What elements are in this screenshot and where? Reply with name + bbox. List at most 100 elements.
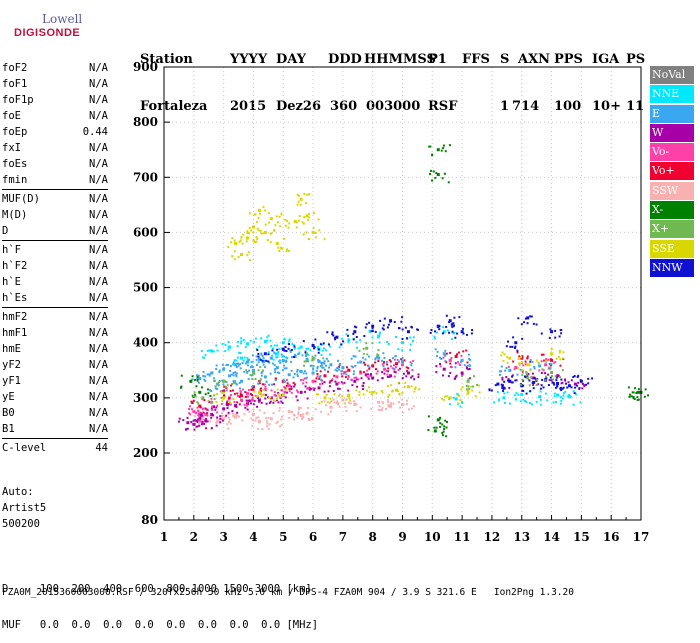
- data-point: [283, 380, 286, 383]
- data-point: [529, 315, 532, 318]
- data-point: [549, 367, 552, 370]
- data-point: [199, 413, 202, 416]
- data-point: [544, 359, 547, 362]
- data-point: [498, 370, 501, 373]
- data-point: [317, 393, 320, 396]
- data-point: [355, 410, 358, 413]
- data-point: [345, 398, 348, 401]
- x-tick-label: 1: [160, 530, 168, 544]
- data-point: [553, 383, 556, 386]
- data-point: [381, 391, 384, 394]
- data-point: [459, 405, 462, 408]
- data-point: [396, 389, 399, 392]
- data-point: [193, 428, 196, 431]
- param-value: N/A: [89, 244, 108, 256]
- data-point: [249, 259, 252, 262]
- data-point: [253, 399, 256, 402]
- x-tick-label: 6: [309, 530, 317, 544]
- data-point: [560, 386, 563, 389]
- data-point: [353, 325, 356, 328]
- data-point: [556, 393, 560, 397]
- data-point: [222, 417, 226, 421]
- data-point: [258, 382, 261, 385]
- data-point: [255, 395, 258, 398]
- data-point: [548, 336, 551, 339]
- data-point: [306, 387, 309, 390]
- data-point: [238, 240, 241, 243]
- data-point: [542, 386, 545, 389]
- data-point: [550, 362, 553, 365]
- legend-item-vo-: Vo+: [650, 162, 694, 181]
- data-point: [293, 418, 296, 421]
- data-point: [265, 380, 268, 383]
- data-point: [535, 400, 538, 403]
- data-point: [637, 388, 640, 391]
- data-point: [306, 193, 309, 196]
- data-point: [386, 385, 389, 388]
- data-point: [397, 401, 400, 404]
- data-point: [387, 370, 390, 373]
- data-point: [341, 382, 344, 385]
- data-point: [382, 362, 385, 365]
- data-point: [329, 397, 332, 400]
- data-point: [412, 340, 415, 343]
- data-point: [352, 370, 355, 373]
- data-point: [634, 387, 637, 390]
- data-point: [318, 377, 321, 380]
- data-point: [226, 384, 229, 387]
- data-point: [227, 398, 230, 401]
- data-point: [460, 330, 464, 334]
- data-point: [345, 373, 348, 376]
- data-point: [178, 417, 181, 420]
- data-point: [227, 420, 230, 423]
- data-point: [581, 382, 584, 385]
- data-point: [355, 341, 358, 344]
- data-point: [196, 378, 199, 381]
- data-point: [518, 355, 521, 358]
- data-point: [296, 370, 299, 373]
- data-point: [359, 371, 363, 375]
- data-point: [323, 390, 326, 393]
- data-point: [255, 235, 258, 238]
- data-point: [444, 349, 447, 352]
- data-point: [263, 352, 267, 356]
- data-point: [232, 374, 235, 377]
- data-point: [552, 378, 555, 381]
- data-point: [327, 370, 330, 373]
- data-point: [382, 361, 385, 364]
- param-value: N/A: [89, 142, 108, 154]
- data-point: [564, 378, 567, 381]
- data-point: [446, 420, 449, 423]
- data-point: [248, 369, 251, 372]
- data-point: [448, 358, 452, 362]
- data-point: [439, 365, 442, 368]
- data-point: [355, 346, 358, 349]
- data-point: [278, 409, 281, 412]
- data-point: [196, 374, 199, 377]
- data-point: [559, 402, 562, 405]
- data-point: [305, 347, 308, 350]
- data-point: [245, 371, 248, 374]
- data-point: [260, 387, 263, 390]
- data-point: [236, 414, 239, 417]
- data-point: [514, 379, 517, 382]
- data-point: [311, 357, 315, 361]
- data-point: [267, 334, 270, 337]
- data-point: [454, 355, 458, 358]
- data-point: [340, 372, 343, 375]
- data-point: [333, 393, 336, 396]
- data-point: [192, 395, 195, 398]
- data-point: [240, 236, 243, 239]
- data-point: [436, 325, 439, 328]
- data-point: [257, 357, 261, 361]
- data-point: [290, 391, 293, 394]
- data-point: [222, 383, 225, 386]
- data-point: [562, 386, 565, 389]
- data-point: [332, 334, 335, 337]
- data-point: [227, 413, 230, 416]
- data-point: [387, 401, 390, 404]
- data-point: [246, 254, 249, 257]
- data-point: [627, 386, 630, 389]
- data-point: [544, 392, 547, 395]
- data-point: [350, 379, 353, 382]
